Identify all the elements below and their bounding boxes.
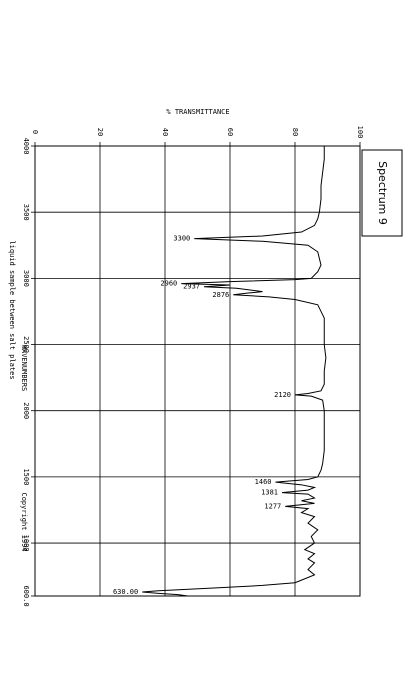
x-tick-label: 3000 <box>22 270 30 287</box>
copyright: Copyright 1994 <box>20 492 28 551</box>
y-tick-label: 20 <box>96 128 104 136</box>
peak-label: 2960 <box>160 280 177 288</box>
x-tick-label: 2000 <box>22 402 30 419</box>
x-tick-label: 1000 <box>22 535 30 552</box>
x-tick-label: 2500 <box>22 336 30 353</box>
peak-label: 2120 <box>274 391 291 399</box>
x-tick-label: 4000 <box>22 138 30 155</box>
y-tick-label: 40 <box>161 128 169 136</box>
y-tick-label: 100 <box>356 126 364 139</box>
sample-note: liquid sample between salt plates <box>8 240 16 379</box>
y-tick-label: 0 <box>31 130 39 134</box>
peak-label: 1460 <box>255 478 272 486</box>
y-tick-label: 60 <box>226 128 234 136</box>
title-box <box>361 149 403 237</box>
peak-label: 2937 <box>183 283 200 291</box>
peak-label: 1277 <box>264 502 281 510</box>
chart-title: Spectrum 9 <box>376 161 389 225</box>
peak-label: 1381 <box>261 489 278 497</box>
peak-label: 2876 <box>212 291 229 299</box>
spectrum-line <box>142 146 327 597</box>
y-axis-label: % TRANSMITTANCE <box>166 108 229 116</box>
x-tick-label: 1500 <box>22 468 30 485</box>
peak-label: 630.00 <box>113 588 138 596</box>
x-tick-label: 3500 <box>22 204 30 221</box>
peak-label: 3300 <box>173 235 190 243</box>
plot-frame <box>34 145 361 597</box>
x-axis-label: WAVENUMBERS <box>20 345 28 391</box>
y-tick-label: 80 <box>291 128 299 136</box>
x-tick-label: 600.0 <box>22 585 30 606</box>
